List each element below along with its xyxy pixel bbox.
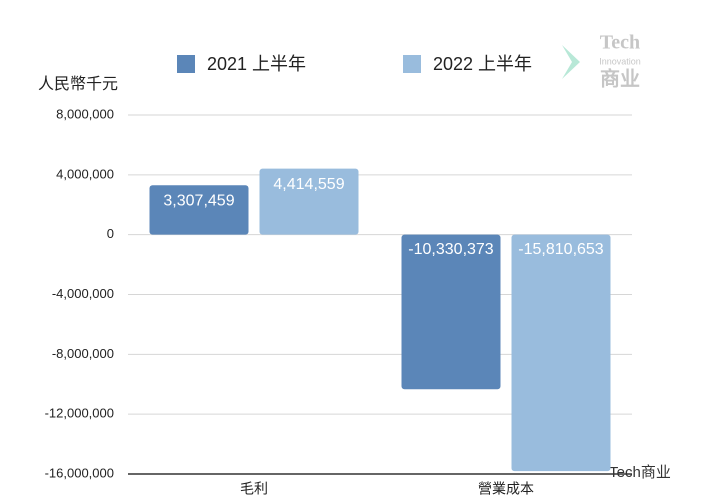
watermark: Tech Innovation 商业 — [562, 32, 641, 90]
y-tick-label: 0 — [107, 226, 114, 241]
logo-arrow — [562, 45, 580, 79]
bar — [401, 234, 501, 390]
y-tick-label: -4,000,000 — [52, 286, 114, 301]
y-tick-label: -8,000,000 — [52, 346, 114, 361]
value-label: 4,414,559 — [273, 176, 344, 193]
x-tick-label: 毛利 — [240, 481, 268, 497]
bar — [511, 234, 611, 472]
value-label: 3,307,459 — [163, 192, 234, 209]
y-tick-label: 8,000,000 — [56, 106, 114, 121]
legend-swatch — [177, 55, 195, 73]
value-label: -10,330,373 — [408, 241, 494, 258]
y-axis-label: 人民幣千元 — [38, 75, 118, 93]
logo-text: Tech — [600, 32, 640, 54]
logo-text: 商业 — [600, 66, 640, 90]
value-label: -15,810,653 — [518, 241, 604, 258]
logo-text: Innovation — [599, 56, 641, 66]
bar — [149, 185, 249, 235]
bar — [259, 168, 359, 235]
legend-swatch — [403, 55, 421, 73]
legend-label: 2022 上半年 — [433, 54, 532, 74]
y-tick-label: 4,000,000 — [56, 166, 114, 181]
x-tick-label: 營業成本 — [478, 481, 534, 497]
legend-label: 2021 上半年 — [207, 54, 306, 74]
y-tick-label: -16,000,000 — [45, 465, 114, 480]
y-tick-label: -12,000,000 — [45, 406, 114, 421]
footer-watermark: Tech商业 — [609, 464, 671, 481]
